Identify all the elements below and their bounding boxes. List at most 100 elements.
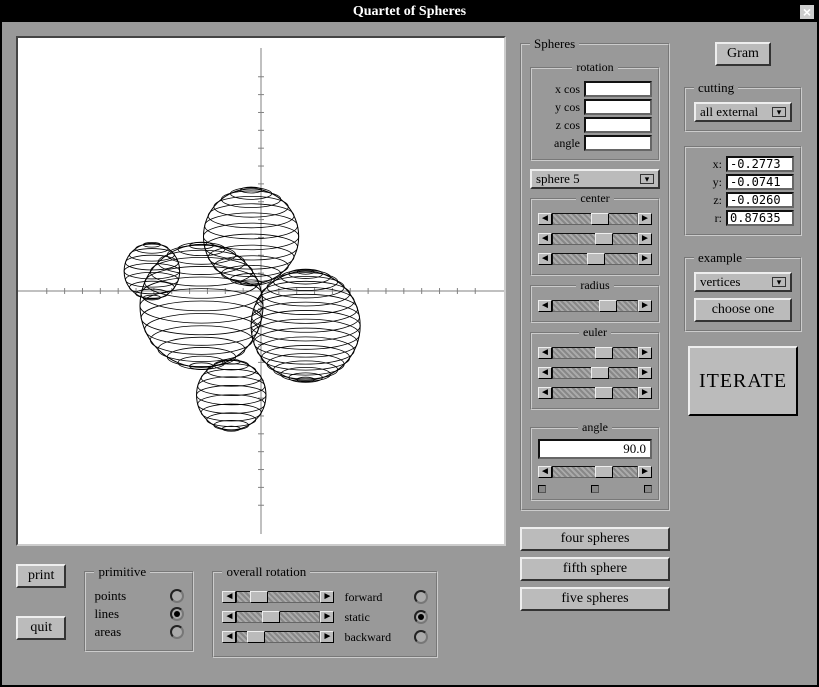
zcos-label: z cos: [556, 118, 580, 133]
arrow-right-icon[interactable]: ►: [638, 367, 652, 379]
four-spheres-button[interactable]: four spheres: [520, 527, 670, 551]
center-group: center ◄►◄►◄►: [530, 191, 660, 276]
left-buttons: print quit: [16, 564, 66, 640]
arrow-right-icon[interactable]: ►: [320, 631, 334, 643]
arrow-left-icon[interactable]: ◄: [222, 611, 236, 623]
fifth-sphere-button[interactable]: fifth sphere: [520, 557, 670, 581]
ov-static-slider[interactable]: [236, 611, 320, 623]
spheres-panel: Spheres rotation x cos y cos z cos: [520, 36, 670, 511]
ov-static-radio[interactable]: [414, 610, 428, 624]
radius-legend: radius: [576, 278, 613, 293]
xcos-label: x cos: [555, 82, 580, 97]
arrow-left-icon[interactable]: ◄: [538, 213, 552, 225]
ov-backward-radio[interactable]: [414, 630, 428, 644]
ycos-input[interactable]: [584, 99, 652, 115]
slider[interactable]: ◄►: [538, 344, 652, 362]
bottom-controls: print quit primitive points lines areas: [16, 564, 506, 658]
primitive-lines-row[interactable]: lines: [94, 606, 184, 622]
angle-slider-wrap[interactable]: ◄ ►: [538, 463, 652, 481]
x-input[interactable]: [726, 156, 794, 172]
slider-track[interactable]: [552, 213, 638, 225]
example-dropdown[interactable]: vertices ▾: [694, 272, 792, 292]
xcos-input[interactable]: [584, 81, 652, 97]
ov-static-slider-wrap[interactable]: ◄ ►: [222, 608, 334, 626]
arrow-right-icon[interactable]: ►: [638, 347, 652, 359]
angle-row: angle: [538, 135, 652, 151]
arrow-left-icon[interactable]: ◄: [538, 253, 552, 265]
choose-one-button[interactable]: choose one: [694, 298, 792, 322]
y-input[interactable]: [726, 174, 794, 190]
slider-track[interactable]: [552, 300, 638, 312]
r-input[interactable]: [726, 210, 794, 226]
ov-backward-slider[interactable]: [236, 631, 320, 643]
ov-forward-label: forward: [344, 590, 404, 605]
print-button[interactable]: print: [16, 564, 66, 588]
ov-forward-row: ◄ ► forward: [222, 588, 428, 606]
tick: [538, 485, 546, 493]
ov-forward-slider-wrap[interactable]: ◄ ►: [222, 588, 334, 606]
app-window: Quartet of Spheres × print quit primitiv…: [0, 0, 819, 687]
slider-track[interactable]: [552, 347, 638, 359]
arrow-right-icon[interactable]: ►: [320, 611, 334, 623]
arrow-right-icon[interactable]: ►: [638, 213, 652, 225]
primitive-points-radio[interactable]: [170, 589, 184, 603]
arrow-right-icon[interactable]: ►: [638, 466, 652, 478]
viewport: [16, 36, 506, 546]
arrow-right-icon[interactable]: ►: [638, 253, 652, 265]
arrow-left-icon[interactable]: ◄: [538, 347, 552, 359]
z-input[interactable]: [726, 192, 794, 208]
rot-angle-input[interactable]: [584, 135, 652, 151]
x-label: x:: [713, 157, 722, 172]
five-spheres-button[interactable]: five spheres: [520, 587, 670, 611]
slider-track[interactable]: [552, 233, 638, 245]
radius-group: radius ◄►: [530, 278, 660, 323]
close-icon[interactable]: ×: [799, 4, 815, 20]
tick: [644, 485, 652, 493]
angle-slider[interactable]: [552, 466, 638, 478]
primitive-lines-radio[interactable]: [170, 607, 184, 621]
primitive-areas-radio[interactable]: [170, 625, 184, 639]
slider-track[interactable]: [552, 387, 638, 399]
cutting-dropdown[interactable]: all external ▾: [694, 102, 792, 122]
arrow-left-icon[interactable]: ◄: [538, 466, 552, 478]
ov-backward-label: backward: [344, 630, 404, 645]
arrow-left-icon[interactable]: ◄: [538, 387, 552, 399]
arrow-left-icon[interactable]: ◄: [538, 367, 552, 379]
slider-track[interactable]: [552, 253, 638, 265]
sphere-selector[interactable]: sphere 5 ▾: [530, 169, 660, 189]
arrow-right-icon[interactable]: ►: [320, 591, 334, 603]
ov-backward-row: ◄ ► backward: [222, 628, 428, 646]
slider[interactable]: ◄►: [538, 364, 652, 382]
ov-forward-slider[interactable]: [236, 591, 320, 603]
angle-value[interactable]: 90.0: [538, 439, 652, 459]
slider-track[interactable]: [552, 367, 638, 379]
arrow-left-icon[interactable]: ◄: [222, 591, 236, 603]
slider[interactable]: ◄►: [538, 210, 652, 228]
slider[interactable]: ◄►: [538, 230, 652, 248]
primitive-points-row[interactable]: points: [94, 588, 184, 604]
zcos-input[interactable]: [584, 117, 652, 133]
sphere-selector-value: sphere 5: [536, 171, 580, 187]
arrow-left-icon[interactable]: ◄: [538, 233, 552, 245]
ov-backward-slider-wrap[interactable]: ◄ ►: [222, 628, 334, 646]
slider[interactable]: ◄►: [538, 297, 652, 315]
euler-group: euler ◄►◄►◄►: [530, 325, 660, 410]
arrow-right-icon[interactable]: ►: [638, 233, 652, 245]
gram-button[interactable]: Gram: [715, 42, 771, 66]
iterate-button[interactable]: ITERATE: [688, 346, 798, 416]
arrow-right-icon[interactable]: ►: [638, 300, 652, 312]
quit-button[interactable]: quit: [16, 616, 66, 640]
left-column: print quit primitive points lines areas: [16, 36, 506, 658]
arrow-left-icon[interactable]: ◄: [222, 631, 236, 643]
spheres-canvas: [18, 38, 504, 544]
dropdown-arrow-icon: ▾: [772, 107, 786, 117]
slider[interactable]: ◄►: [538, 250, 652, 268]
primitive-areas-row[interactable]: areas: [94, 624, 184, 640]
ov-forward-radio[interactable]: [414, 590, 428, 604]
arrow-left-icon[interactable]: ◄: [538, 300, 552, 312]
zcos-row: z cos: [538, 117, 652, 133]
example-group: example vertices ▾ choose one: [684, 250, 802, 332]
arrow-right-icon[interactable]: ►: [638, 387, 652, 399]
slider[interactable]: ◄►: [538, 384, 652, 402]
overall-rotation-legend: overall rotation: [222, 564, 310, 580]
